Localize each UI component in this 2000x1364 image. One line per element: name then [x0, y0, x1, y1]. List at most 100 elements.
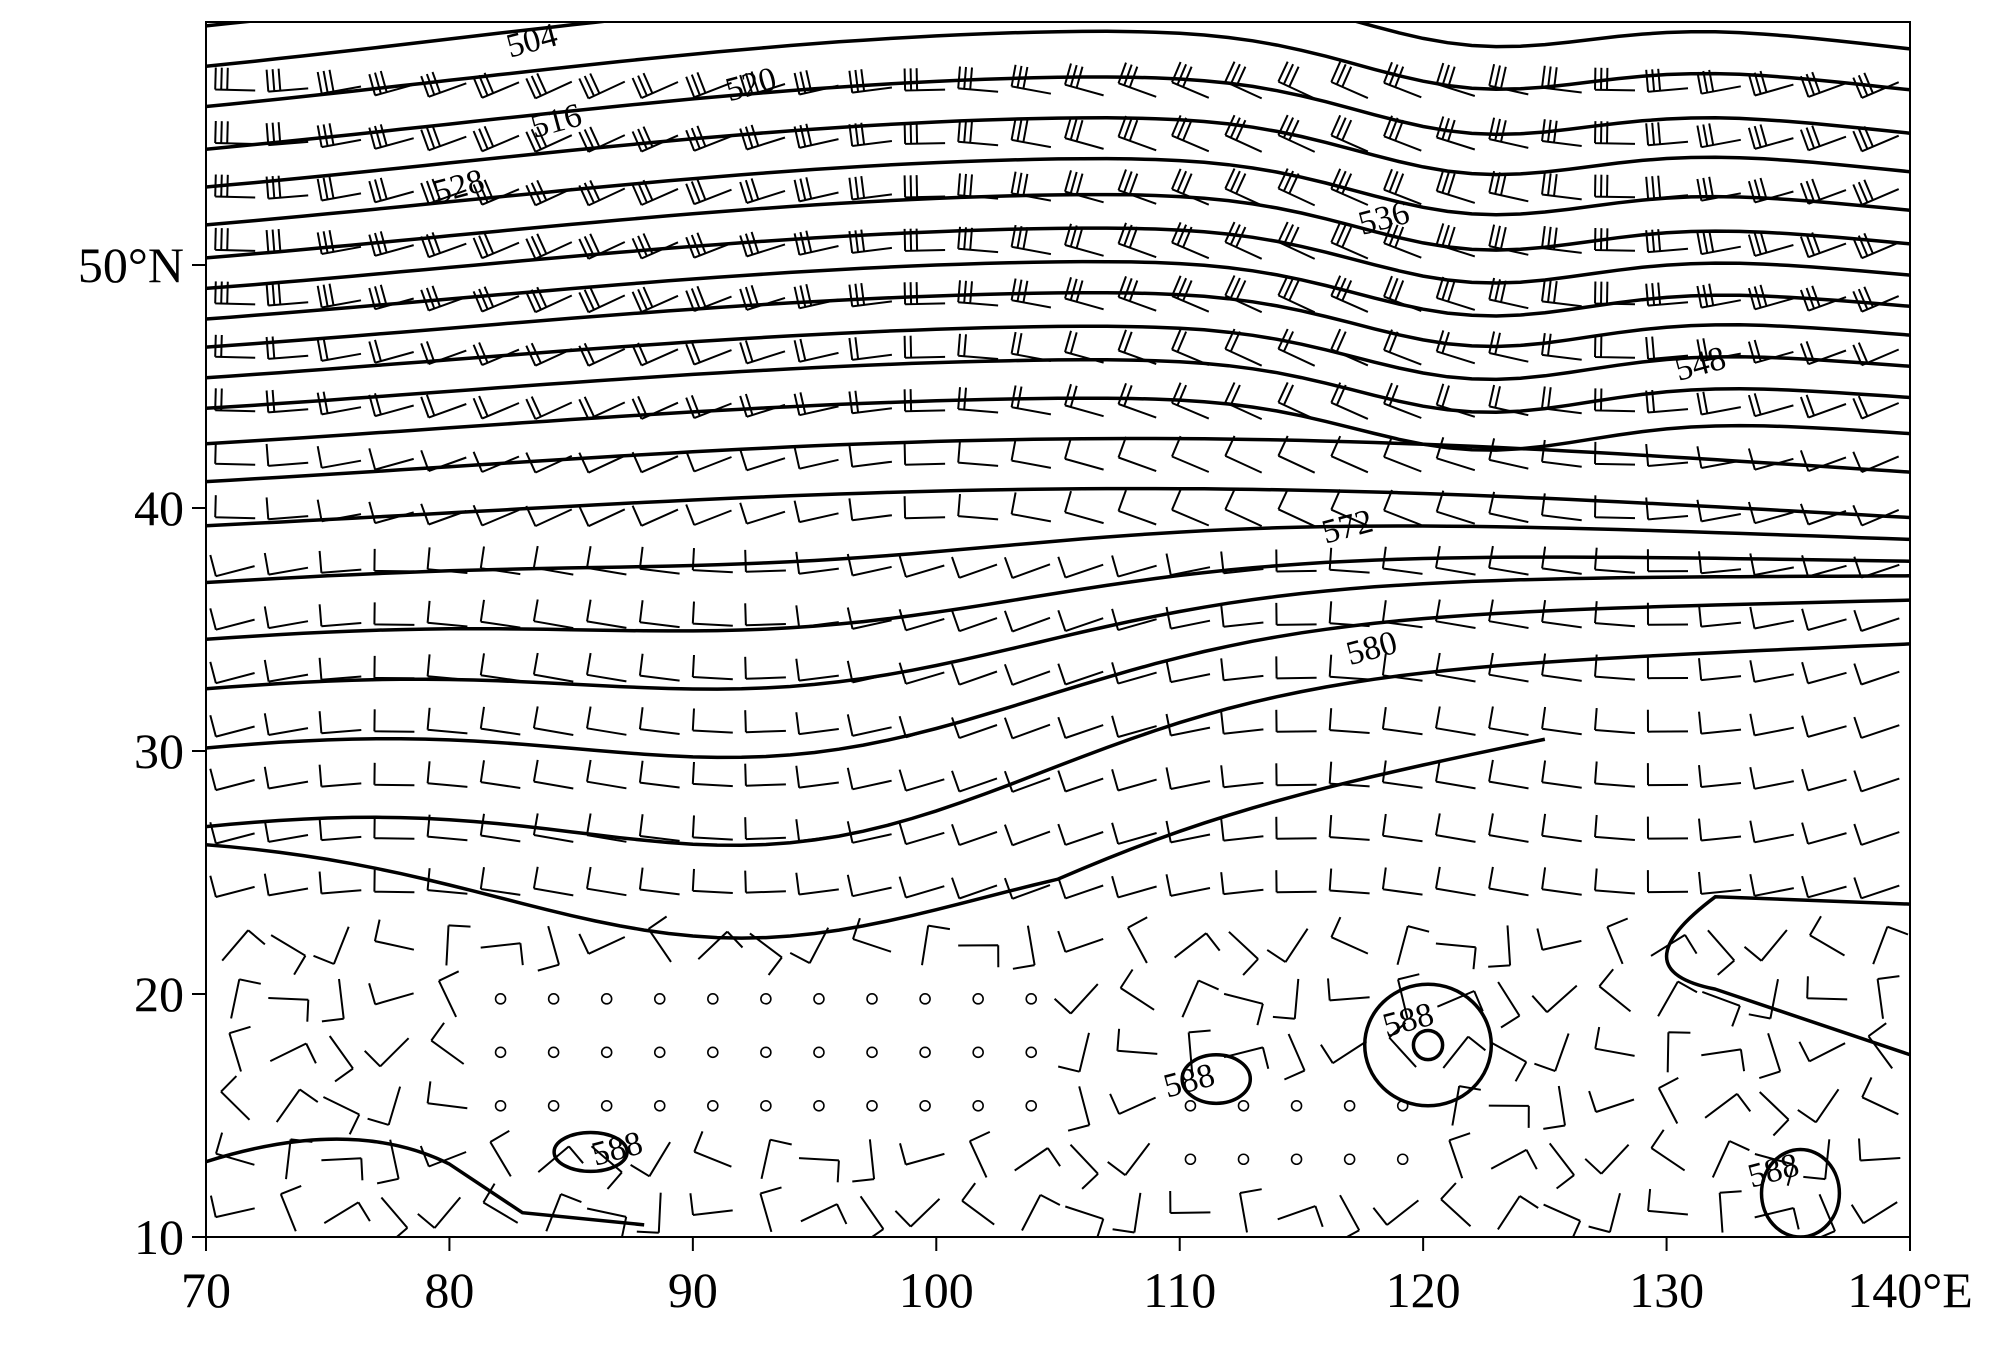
wind-barb: [1594, 868, 1635, 895]
wind-barb: [1171, 328, 1210, 367]
wind-barb: [532, 545, 574, 576]
wind-barb: [638, 707, 680, 735]
wind-barb: [1536, 928, 1582, 951]
wind-barb: [1852, 179, 1900, 206]
wind-barb: [1801, 608, 1847, 631]
wind-barb: [631, 179, 679, 206]
wind-barb: [1696, 499, 1741, 523]
wind-barb: [1010, 438, 1052, 469]
wind-barb: [1064, 116, 1104, 150]
wind-barb: [1053, 983, 1099, 1015]
contour-line: [206, 290, 1910, 349]
wind-barb: [472, 395, 520, 420]
wind-barb: [1220, 658, 1264, 682]
wind-barb: [1806, 976, 1848, 1001]
wind-barb: [846, 607, 892, 630]
wind-barb: [578, 286, 626, 314]
wind-barb: [1799, 450, 1847, 473]
wind-barb: [898, 555, 945, 578]
wind-barb: [846, 767, 892, 791]
wind-barb: [420, 178, 467, 205]
wind-barb: [1339, 1194, 1361, 1237]
wind-barb: [1117, 62, 1157, 98]
wind-barb: [1541, 225, 1582, 254]
wind-barb: [1606, 917, 1629, 965]
wind-barb: [1852, 395, 1900, 420]
wind-barb: [1117, 489, 1157, 526]
wind-barb: [1224, 114, 1263, 153]
wind-barb: [903, 496, 946, 520]
wind-barb: [1275, 709, 1317, 733]
wind-barb: [318, 550, 362, 574]
y-tick-label: 30: [134, 723, 184, 779]
wind-barb: [1799, 178, 1847, 205]
wind-barb: [1646, 763, 1689, 787]
wind-barb: [1117, 222, 1157, 259]
wind-barb: [1275, 602, 1317, 626]
wind-barb: [903, 335, 946, 359]
wind-barb: [1277, 114, 1316, 153]
wind-barb: [1383, 489, 1422, 526]
wind-barb: [269, 1042, 317, 1064]
wind-barb: [685, 504, 732, 526]
wind-barb: [285, 1138, 313, 1180]
wind-barb: [903, 228, 946, 252]
wind-barb: [1645, 122, 1689, 147]
wind-barbs: [209, 61, 1909, 1237]
wind-barb: [1541, 546, 1582, 575]
wind-barb: [1543, 1085, 1566, 1130]
contour-line: [206, 555, 1910, 642]
wind-barb: [373, 762, 415, 787]
wind-barb: [957, 494, 999, 521]
wind-barb: [1277, 488, 1316, 528]
calm-wind-icon: [547, 1046, 560, 1059]
wind-barb: [590, 1145, 623, 1190]
wind-barb: [368, 983, 414, 1006]
wind-barb: [848, 444, 893, 468]
wind-barb: [1224, 168, 1263, 207]
calm-wind-icon: [1025, 993, 1038, 1005]
wind-barb: [586, 599, 627, 629]
wind-barb: [1497, 1195, 1539, 1230]
wind-barb: [228, 1025, 251, 1072]
wind-barb: [1707, 929, 1736, 976]
wind-barb: [961, 1182, 995, 1226]
wind-barb: [798, 1157, 840, 1183]
wind-barb: [586, 706, 627, 736]
calm-wind-icon: [1184, 1153, 1197, 1166]
wind-barb: [586, 1207, 628, 1237]
wind-barb: [744, 710, 786, 734]
wind-barb: [848, 498, 893, 522]
wind-barb: [1749, 553, 1794, 576]
wind-barb: [1531, 984, 1578, 1013]
contour-cell: [1759, 1147, 1842, 1237]
x-tick-label: 100: [899, 1262, 974, 1318]
calm-wind-icon: [547, 993, 560, 1005]
wind-barb: [1799, 125, 1847, 152]
wind-barb: [1543, 1203, 1582, 1237]
wind-barb: [525, 233, 573, 260]
wind-barb: [265, 68, 309, 93]
wind-barb: [1069, 1144, 1099, 1190]
wind-barb: [921, 924, 951, 966]
calm-wind-icon: [813, 1099, 825, 1112]
wind-barb: [220, 1075, 251, 1121]
calm-wind-icon: [760, 1099, 772, 1112]
wind-barb: [1165, 553, 1211, 577]
wind-barb: [631, 233, 679, 260]
contour-cell: [1180, 1053, 1253, 1106]
wind-barb: [1165, 820, 1211, 844]
wind-barb: [472, 232, 520, 260]
wind-barb: [323, 1201, 371, 1224]
wind-barb: [1224, 382, 1263, 421]
contour-label: 580: [1342, 624, 1401, 673]
wind-barb: [1541, 279, 1582, 308]
wind-barb: [368, 124, 414, 150]
wind-barb: [1645, 497, 1689, 521]
wind-barb: [1330, 61, 1369, 100]
wind-barb: [1381, 813, 1423, 843]
wind-barb: [1853, 877, 1900, 900]
wind-barb: [903, 121, 946, 145]
wind-barb: [691, 761, 733, 788]
wind-barb: [1012, 925, 1036, 970]
